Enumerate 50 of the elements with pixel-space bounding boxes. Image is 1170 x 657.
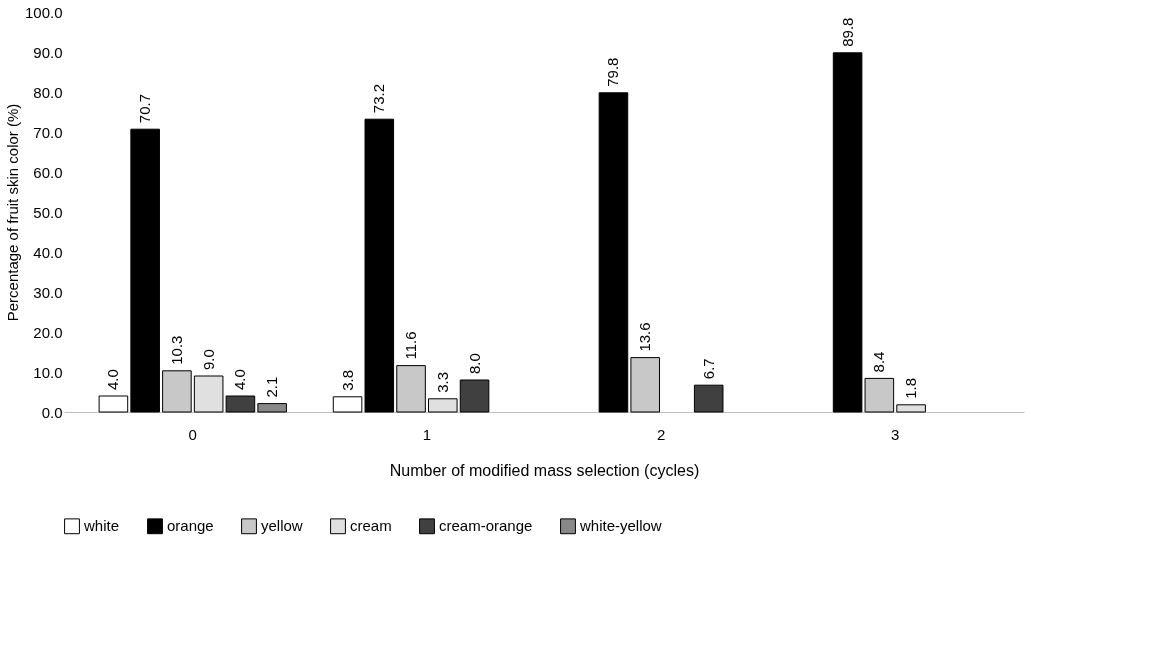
legend-label: cream <box>350 517 392 535</box>
y-tick-label: 70.0 <box>33 123 63 141</box>
bar <box>98 395 129 413</box>
data-label: 9.0 <box>199 349 217 370</box>
legend-label: yellow <box>261 517 303 535</box>
legend-label: white-yellow <box>579 517 662 535</box>
data-label: 11.6 <box>402 331 420 360</box>
data-label: 3.3 <box>433 371 451 393</box>
bar <box>364 118 395 413</box>
y-tick-label: 60.0 <box>33 163 63 181</box>
y-axis-title: Percentage of fruit skin color (%) <box>3 103 21 322</box>
data-label: 4.0 <box>231 369 249 390</box>
data-label: 79.8 <box>604 57 622 87</box>
bar <box>598 92 629 413</box>
bar <box>332 396 363 413</box>
bar <box>428 398 458 413</box>
data-label: 6.7 <box>699 358 717 380</box>
x-tick-label: 0 <box>188 425 197 443</box>
y-tick-label: 30.0 <box>33 283 63 301</box>
legend-label: white <box>83 517 120 535</box>
bar <box>896 404 926 413</box>
y-tick-label: 0.0 <box>41 403 63 421</box>
y-tick-label: 80.0 <box>33 83 63 101</box>
data-label: 8.0 <box>465 353 483 374</box>
y-tick-label: 50.0 <box>33 203 63 221</box>
data-label: 1.8 <box>902 377 920 399</box>
data-label: 89.8 <box>838 17 856 47</box>
data-label: 8.4 <box>870 351 888 373</box>
data-label: 10.3 <box>167 335 185 365</box>
x-axis-title: Number of modified mass selection (cycles) <box>389 461 700 479</box>
bar <box>693 384 724 413</box>
x-tick-label: 1 <box>422 425 432 443</box>
data-label: 4.0 <box>104 369 122 390</box>
legend-label: orange <box>167 517 214 535</box>
y-tick-label: 20.0 <box>33 323 63 341</box>
data-label: 73.2 <box>370 84 388 114</box>
bar <box>130 128 160 413</box>
bar <box>459 379 490 413</box>
bar <box>257 403 287 413</box>
data-label: 13.6 <box>636 322 654 352</box>
data-label: 2.1 <box>263 376 281 398</box>
x-tick-label: 3 <box>891 425 900 443</box>
x-tick-label: 2 <box>656 425 666 443</box>
y-tick-label: 100.0 <box>24 3 63 21</box>
data-label: 3.8 <box>338 369 356 391</box>
y-tick-label: 90.0 <box>33 43 63 61</box>
y-tick-label: 40.0 <box>33 243 63 261</box>
legend-label: cream-orange <box>439 517 533 535</box>
data-label: 70.7 <box>136 94 154 124</box>
y-tick-label: 10.0 <box>33 363 63 381</box>
